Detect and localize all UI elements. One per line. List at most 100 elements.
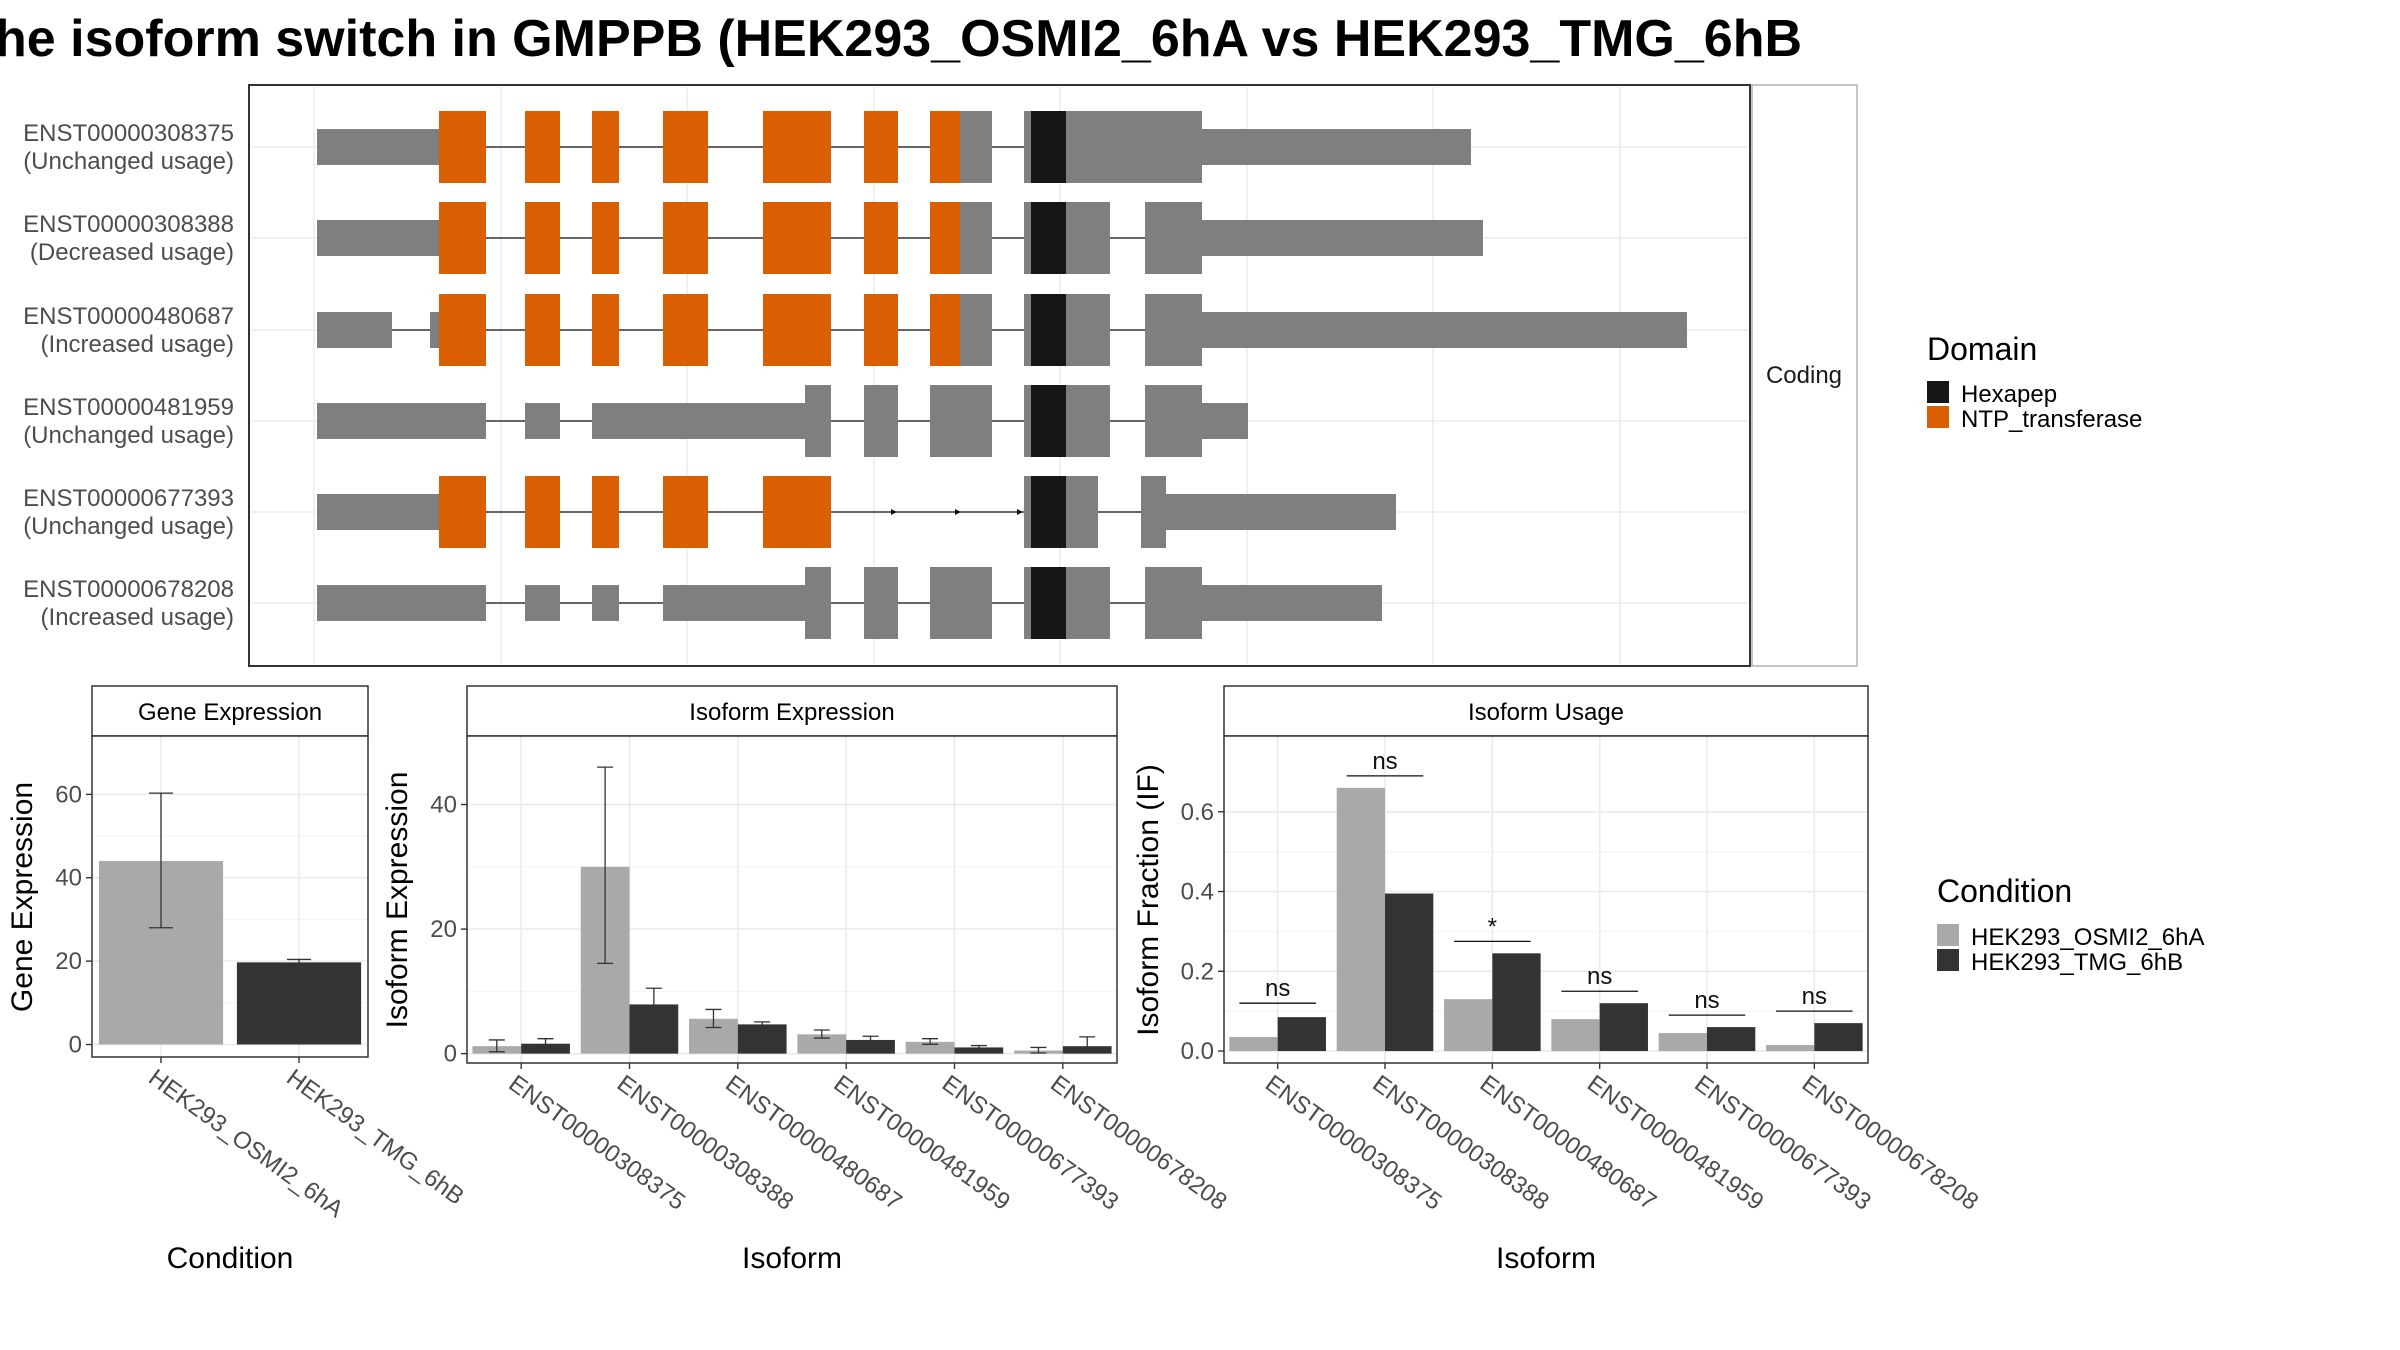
bar	[1599, 1003, 1648, 1052]
ntp-transferase-domain	[525, 111, 560, 183]
x-tick-label: ENST00000308388	[612, 1070, 798, 1216]
ntp-transferase-domain	[592, 294, 619, 366]
legend-swatch-cond1	[1937, 924, 1959, 946]
x-tick-label: ENST00000308388	[1367, 1070, 1553, 1216]
condition-legend-title: Condition	[1937, 873, 2072, 909]
isoform-usage-title: Isoform Usage	[1468, 699, 1624, 726]
isoform-usage-gridlines	[1224, 736, 1868, 1063]
isoform-usage-bars: ns ns * ns ns ns	[1229, 748, 1863, 1052]
legend-label-cond1: HEK293_OSMI2_6hA	[1971, 924, 2204, 951]
isoform-usage-strip	[1223, 685, 1869, 737]
x-tick-label: ENST00000481959	[1582, 1070, 1768, 1216]
isoform-expression-plot-area	[467, 736, 1117, 1063]
gene-expression-title: Gene Expression	[138, 699, 322, 726]
bar	[737, 1024, 787, 1054]
exon-block	[1166, 494, 1396, 530]
ntp-transferase-domain	[930, 202, 960, 274]
legend-label-ntp-transferase: NTP_transferase	[1961, 406, 2142, 433]
ntp-transferase-domain	[763, 476, 831, 548]
isoform-track-1	[317, 111, 1471, 183]
exon-block	[1202, 403, 1248, 439]
exon-block	[430, 312, 439, 348]
y-tick-label: 0.0	[1181, 1038, 1214, 1065]
x-tick-label: ENST00000308375	[504, 1070, 690, 1216]
isoform-track-2	[317, 202, 1483, 274]
ntp-transferase-domain	[663, 111, 708, 183]
isoform-label-usage: (Increased usage)	[41, 604, 234, 631]
exon-block	[1145, 385, 1202, 457]
bar	[954, 1047, 1004, 1054]
exon-block	[525, 403, 560, 439]
isoform-expression-strip	[466, 685, 1118, 737]
significance-label: *	[1488, 913, 1497, 940]
gene-expression-bars	[98, 792, 362, 1045]
exon-block	[1202, 312, 1687, 348]
ntp-transferase-domain	[864, 111, 898, 183]
exon-block	[317, 585, 486, 621]
bar	[1492, 953, 1541, 1052]
y-tick-label: 0.4	[1181, 879, 1214, 906]
isoform-label-usage: (Unchanged usage)	[23, 422, 234, 449]
exon-block	[1145, 202, 1202, 274]
isoform-label-id: ENST00000677393	[23, 485, 234, 512]
hexapep-domain	[1031, 567, 1066, 639]
bar	[905, 1041, 955, 1054]
exon-block	[317, 494, 439, 530]
isoform-labels: ENST00000308375(Unchanged usage)ENST0000…	[23, 120, 234, 631]
y-tick-label: 20	[430, 916, 457, 943]
y-tick-label: 0	[444, 1041, 457, 1068]
x-tick-label: ENST00000480687	[720, 1070, 906, 1216]
exon-block	[960, 294, 992, 366]
x-tick-label: ENST00000308375	[1260, 1070, 1446, 1216]
condition-legend: Condition HEK293_OSMI2_6hA HEK293_TMG_6h…	[1937, 873, 2204, 976]
isoform-track-4	[317, 385, 1248, 457]
isoform-usage-ylabel: Isoform Fraction (IF)	[1132, 764, 1165, 1036]
x-tick-label: ENST00000678208	[1797, 1070, 1983, 1216]
gene-expression-xlabel: Condition	[167, 1242, 294, 1275]
isoform-label-id: ENST00000481959	[23, 394, 234, 421]
isoform-expression-title: Isoform Expression	[689, 699, 894, 726]
bar	[797, 1034, 847, 1054]
x-tick-label: ENST00000677393	[937, 1070, 1123, 1216]
exon-block	[525, 585, 560, 621]
domain-legend-title: Domain	[1927, 331, 2037, 367]
hexapep-domain	[1031, 111, 1066, 183]
isoform-usage-chart: Isoform Usage ns ns * ns ns ns 0.0 0.2 0.4 0.6 EN…	[1132, 685, 1983, 1275]
gene-expression-plot-border	[91, 735, 369, 1058]
exon-block	[1024, 567, 1031, 639]
y-tick-label: 40	[430, 792, 457, 819]
isoform-expression-xlabel: Isoform	[742, 1242, 842, 1275]
isoform-label-usage: (Unchanged usage)	[23, 513, 234, 540]
ntp-transferase-domain	[439, 476, 486, 548]
exon-block	[1024, 111, 1031, 183]
intron-arrow	[1017, 509, 1023, 515]
isoform-label-id: ENST00000480687	[23, 303, 234, 330]
isoform-track-5	[317, 476, 1396, 548]
ntp-transferase-domain	[763, 202, 831, 274]
x-tick-label: ENST00000677393	[1689, 1070, 1875, 1216]
strip-coding-label: Coding	[1766, 362, 1842, 389]
exon-block	[805, 567, 831, 639]
legend-label-cond2: HEK293_TMG_6hB	[1971, 949, 2183, 976]
gene-expression-strip	[91, 685, 369, 737]
bar	[1444, 999, 1493, 1052]
ntp-transferase-domain	[930, 294, 960, 366]
y-tick-label: 60	[55, 781, 82, 808]
exon-block	[1202, 129, 1471, 165]
intron-arrow	[955, 509, 961, 515]
figure-title: he isoform switch in GMPPB (HEK293_OSMI2…	[0, 10, 1802, 68]
exon-block	[1024, 476, 1031, 548]
exon-block	[960, 202, 992, 274]
isoform-label-usage: (Decreased usage)	[30, 239, 234, 266]
ntp-transferase-domain	[592, 476, 619, 548]
domain-legend: Domain Hexapep NTP_transferase	[1927, 331, 2142, 433]
exon-block	[592, 403, 805, 439]
hexapep-domain	[1031, 294, 1066, 366]
isoform-track-3	[317, 294, 1687, 366]
bar	[236, 962, 362, 1045]
exon-block	[930, 567, 992, 639]
isoform-expression-bars	[472, 766, 1112, 1054]
isoform-expression-ylabel: Isoform Expression	[381, 772, 414, 1029]
isoform-structure-panel: ENST00000308375(Unchanged usage)ENST0000…	[23, 84, 1858, 667]
y-tick-label: 20	[55, 948, 82, 975]
